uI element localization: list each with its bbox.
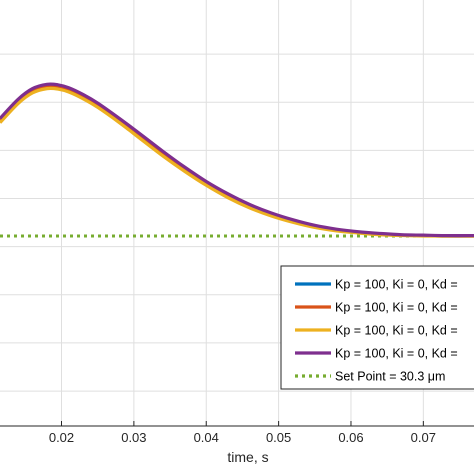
legend-label: Set Point = 30.3 μm — [335, 370, 445, 384]
x-tick-label: 0.05 — [266, 430, 291, 445]
legend-label: Kp = 100, Ki = 0, Kd = — [335, 278, 458, 292]
x-tick-label: 0.06 — [338, 430, 363, 445]
x-axis-label: time, s — [227, 449, 268, 465]
legend-box — [280, 265, 474, 390]
legend: Kp = 100, Ki = 0, Kd = Kp = 100, Ki = 0, … — [280, 265, 474, 390]
series-lines — [0, 82, 474, 238]
legend-entries: Kp = 100, Ki = 0, Kd = Kp = 100, Ki = 0, … — [295, 278, 458, 384]
series-line — [0, 82, 474, 238]
legend-label: Kp = 100, Ki = 0, Kd = — [335, 324, 458, 338]
axes — [0, 421, 474, 427]
legend-label: Kp = 100, Ki = 0, Kd = — [335, 301, 458, 315]
x-tick-labels: 0.02 0.03 0.04 0.05 0.06 0.07 — [49, 430, 436, 445]
x-tick-label: 0.07 — [411, 430, 436, 445]
legend-label: Kp = 100, Ki = 0, Kd = — [335, 347, 458, 361]
x-tick-label: 0.04 — [194, 430, 219, 445]
x-tick-label: 0.03 — [121, 430, 146, 445]
x-tick-label: 0.02 — [49, 430, 74, 445]
